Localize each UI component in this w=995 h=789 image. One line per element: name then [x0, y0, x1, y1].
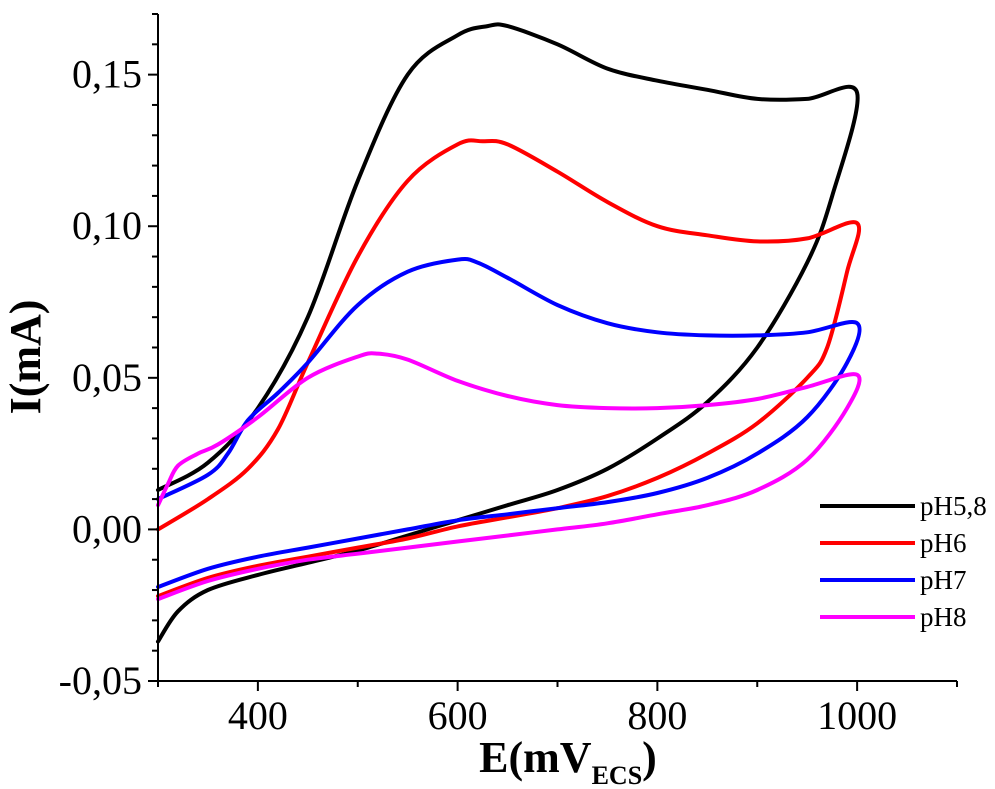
legend-label: pH8: [920, 602, 967, 632]
legend-label: pH5,8: [920, 491, 987, 521]
series-line-4: [156, 351, 862, 602]
series-line-3: [156, 257, 862, 589]
y-tick-label: -0,05: [59, 658, 142, 703]
series-line-1: [156, 22, 860, 644]
y-tick-label: 0,15: [72, 52, 142, 97]
x-axis-title: E(mVECS): [479, 733, 657, 789]
x-axis-title-close: ): [642, 733, 657, 782]
x-tick-label: 400: [228, 693, 288, 738]
plot-area: [156, 22, 862, 644]
x-tick-label: 800: [627, 693, 687, 738]
series-line-2: [156, 138, 862, 599]
legend: pH5,8 pH6 pH7 pH8: [820, 491, 987, 632]
y-axis-title: I(mA): [1, 300, 50, 415]
y-tick-label: 0,00: [72, 506, 142, 551]
legend-label: pH7: [920, 565, 967, 595]
y-tick-label: 0,05: [72, 355, 142, 400]
x-tick-label: 600: [428, 693, 488, 738]
legend-label: pH6: [920, 528, 967, 558]
series-group: [156, 22, 862, 644]
x-axis-title-subscript: ECS: [592, 761, 643, 789]
y-tick-label: 0,10: [72, 203, 142, 248]
y-axis-ticks: -0,05 0,00 0,05 0,10 0,15: [59, 13, 158, 703]
x-tick-label: 1000: [817, 693, 897, 738]
x-axis-ticks: 400 600 800 1000: [157, 681, 958, 738]
x-axis-title-main: E(mV: [479, 733, 592, 782]
